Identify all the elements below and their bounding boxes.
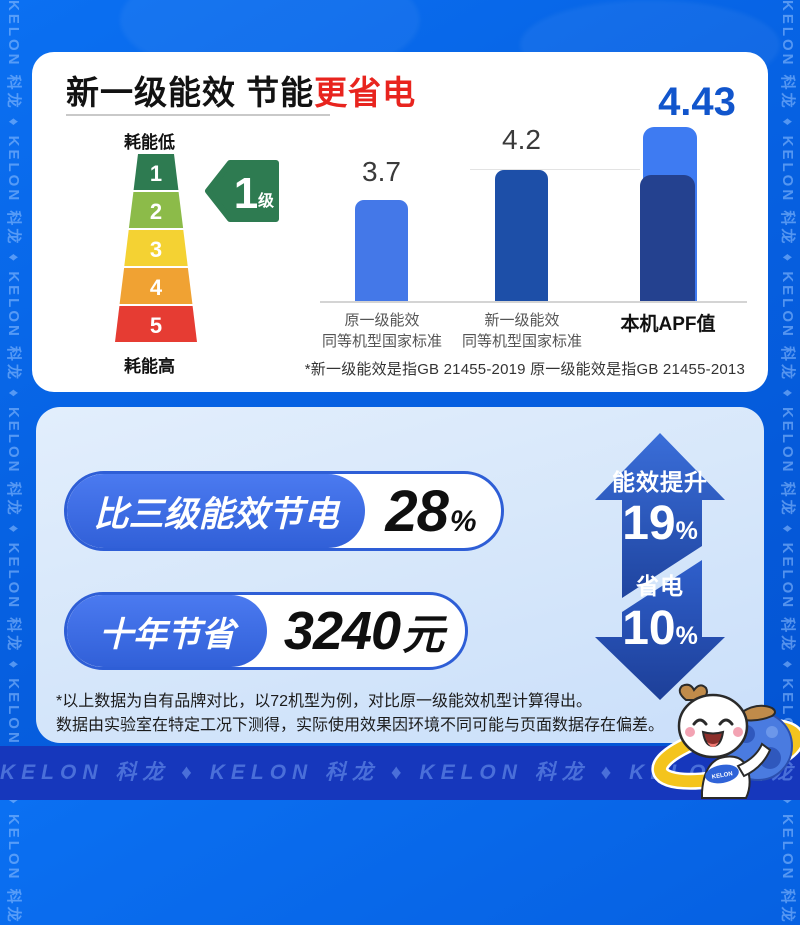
- energy-high-label: 耗能高: [124, 357, 175, 376]
- energy-level-4-segment: [119, 268, 193, 304]
- power-saving-label: 省电: [636, 573, 684, 599]
- chart-baseline: [320, 301, 747, 303]
- disclaimer-line-2: 数据由实验室在特定工况下测得，实际使用效果因环境不同可能与页面数据存在偏差。: [56, 717, 665, 734]
- bar-value-2: 4.2: [502, 124, 541, 155]
- savings-card: 比三级能效节电 28 % 十年节省 3240 元 能效提升 19%: [36, 407, 764, 743]
- savings-pill-energy: 比三级能效节电 28 %: [64, 471, 504, 551]
- left-edge-brand-watermark: KELON 科龙 ♦ KELON 科龙 ♦ KELON 科龙 ♦ KELON 科…: [5, 0, 22, 925]
- energy-level-5-segment: [115, 306, 197, 342]
- savings-pill-energy-label: 比三级能效节电: [67, 474, 365, 548]
- energy-level-1-number: 1: [150, 161, 162, 186]
- energy-level-3-segment: [124, 230, 188, 266]
- savings-pill-energy-value: 28 %: [367, 474, 495, 548]
- savings-pill-money-value: 3240 元: [269, 595, 459, 667]
- level-1-badge-outline: [205, 160, 279, 222]
- power-saving-number: 10: [622, 602, 676, 655]
- down-arrow-icon: [595, 560, 725, 700]
- energy-level-1-segment: [133, 154, 179, 190]
- bar-caption-2-line1: 新一级能效: [484, 312, 560, 329]
- bar-caption-1: 原一级能效 同等机型国家标准: [297, 310, 467, 352]
- savings-money-value: 3240: [283, 601, 401, 661]
- bar-caption-2-line2: 同等机型国家标准: [461, 333, 582, 350]
- badge-unit: 级: [258, 191, 275, 210]
- footer-brand-watermark: KELON 科龙 ♦ KELON 科龙 ♦ KELON 科龙 ♦ KELON 科…: [0, 761, 800, 784]
- bar-caption-1-line2: 同等机型国家标准: [321, 333, 442, 350]
- energy-low-label: 耗能低: [124, 133, 175, 152]
- title-highlight: 更省电: [314, 74, 417, 111]
- efficiency-increase-unit: %: [675, 517, 698, 545]
- level-1-badge: 1 级: [205, 160, 279, 222]
- page-title: 新一级能效 节能更省电: [66, 66, 416, 114]
- disclaimer-line-1: *以上数据为自有品牌对比，以72机型为例，对比原一级能效机型计算得出。: [56, 693, 593, 710]
- bar-old-level1-standard: [355, 200, 408, 302]
- standards-footnote: *新一级能效是指GB 21455-2019 原一级能效是指GB 21455-20…: [304, 361, 745, 378]
- energy-rating-pyramid: 1 2 3 4 5: [115, 154, 197, 342]
- bar-value-3-highlight: 4.43: [658, 80, 736, 124]
- bar-caption-1-line1: 原一级能效: [344, 312, 420, 329]
- efficiency-increase-label: 能效提升: [612, 469, 708, 495]
- up-down-arrow-graphic: [595, 433, 725, 700]
- badge-number: 1: [234, 169, 258, 218]
- power-saving-unit: %: [675, 622, 698, 650]
- efficiency-increase-value: 19%: [590, 500, 730, 548]
- efficiency-increase-number: 19: [622, 497, 676, 550]
- level-1-badge-shape: [208, 163, 276, 219]
- savings-percent-unit: %: [449, 505, 477, 538]
- title-divider: [66, 114, 330, 116]
- energy-level-5-number: 5: [150, 313, 162, 338]
- savings-money-unit: 元: [402, 611, 445, 658]
- bar-new-level1-standard: [495, 170, 548, 302]
- energy-level-2-segment: [128, 192, 184, 228]
- energy-level-3-number: 3: [150, 237, 162, 262]
- energy-level-4-number: 4: [150, 275, 163, 300]
- title-text: 新一级能效 节能: [66, 74, 315, 111]
- bar-this-unit-apf-front: [640, 175, 695, 302]
- disclaimer-notes: *以上数据为自有品牌对比，以72机型为例，对比原一级能效机型计算得出。 数据由实…: [56, 690, 746, 738]
- bar-caption-2: 新一级能效 同等机型国家标准: [437, 310, 607, 352]
- savings-percent-value: 28: [385, 478, 449, 544]
- mascot: KELON: [651, 683, 800, 799]
- savings-pill-money-label: 十年节省: [67, 595, 267, 667]
- mascot-body: KELON: [677, 683, 776, 799]
- mascot-badge-text: KELON: [711, 771, 733, 781]
- power-saving-value: 10%: [590, 605, 730, 653]
- energy-efficiency-card: 新一级能效 节能更省电 耗能低 耗能高 1 2 3 4 5 1 级 3.7 4.…: [32, 52, 768, 392]
- bar-caption-3: 本机APF值: [620, 314, 716, 335]
- bar-value-1: 3.7: [362, 156, 401, 187]
- energy-level-2-number: 2: [150, 199, 162, 224]
- up-arrow-icon: [595, 433, 725, 598]
- savings-pill-money: 十年节省 3240 元: [64, 592, 468, 670]
- chart-gridline-4-2: [470, 169, 640, 170]
